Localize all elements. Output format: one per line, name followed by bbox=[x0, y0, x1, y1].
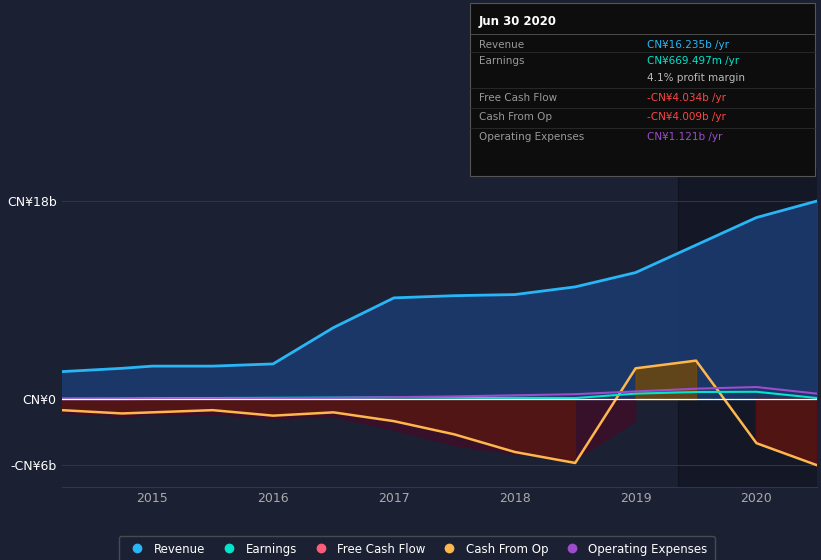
Text: CN¥1.121b /yr: CN¥1.121b /yr bbox=[647, 132, 722, 142]
Text: Operating Expenses: Operating Expenses bbox=[479, 132, 584, 142]
Text: -CN¥4.034b /yr: -CN¥4.034b /yr bbox=[647, 93, 726, 103]
Text: Earnings: Earnings bbox=[479, 57, 524, 67]
Text: CN¥669.497m /yr: CN¥669.497m /yr bbox=[647, 57, 739, 67]
Text: 4.1% profit margin: 4.1% profit margin bbox=[647, 73, 745, 83]
Text: Free Cash Flow: Free Cash Flow bbox=[479, 93, 557, 103]
Text: -CN¥4.009b /yr: -CN¥4.009b /yr bbox=[647, 113, 726, 123]
Text: Cash From Op: Cash From Op bbox=[479, 113, 552, 123]
Text: Revenue: Revenue bbox=[479, 40, 524, 50]
Text: Jun 30 2020: Jun 30 2020 bbox=[479, 15, 557, 28]
Bar bbox=[678, 168, 821, 487]
Legend: Revenue, Earnings, Free Cash Flow, Cash From Op, Operating Expenses: Revenue, Earnings, Free Cash Flow, Cash … bbox=[118, 535, 714, 560]
Text: CN¥16.235b /yr: CN¥16.235b /yr bbox=[647, 40, 729, 50]
